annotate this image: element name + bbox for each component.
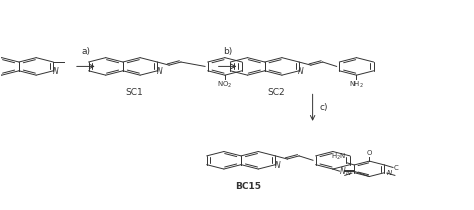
Text: C: C bbox=[394, 165, 399, 171]
Text: N: N bbox=[387, 170, 392, 176]
Text: SC2: SC2 bbox=[267, 88, 285, 97]
Text: O: O bbox=[367, 150, 372, 156]
Text: N: N bbox=[52, 67, 58, 76]
Text: N: N bbox=[346, 170, 351, 176]
Text: c): c) bbox=[319, 103, 328, 112]
Text: N: N bbox=[298, 67, 304, 76]
Text: a): a) bbox=[81, 47, 90, 56]
Text: NH$_2$: NH$_2$ bbox=[349, 80, 364, 90]
Text: N: N bbox=[274, 161, 280, 170]
Text: b): b) bbox=[223, 47, 232, 56]
Text: BC15: BC15 bbox=[236, 182, 261, 191]
Text: N: N bbox=[340, 167, 346, 176]
Text: NO$_2$: NO$_2$ bbox=[217, 80, 233, 90]
Text: H$_2$N: H$_2$N bbox=[330, 152, 346, 162]
Text: SC1: SC1 bbox=[125, 88, 143, 97]
Text: N: N bbox=[156, 67, 162, 76]
